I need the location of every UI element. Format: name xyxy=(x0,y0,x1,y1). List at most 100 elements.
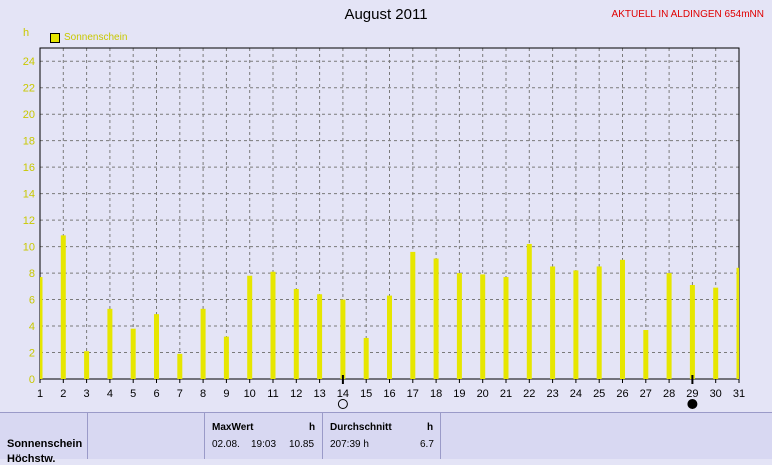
x-tick-label: 17 xyxy=(407,388,419,400)
y-tick-label: 8 xyxy=(29,268,35,280)
x-tick-label: 11 xyxy=(267,388,278,400)
x-tick-label: 16 xyxy=(383,388,395,400)
bar xyxy=(643,330,649,379)
stats-max-cell: MaxWert h 02.08. 19:03 10.85 xyxy=(205,413,323,459)
x-tick-label: 30 xyxy=(710,388,722,400)
bar xyxy=(526,243,532,379)
x-tick-label: 7 xyxy=(177,388,183,400)
x-tick-label: 18 xyxy=(430,388,442,400)
avg-value: 6.7 xyxy=(420,439,434,450)
new-moon-icon xyxy=(687,399,698,409)
bar xyxy=(620,259,625,379)
station-label: AKTUELL IN ALDINGEN 654mNN xyxy=(611,9,764,20)
x-tick-label: 19 xyxy=(453,388,465,400)
x-tick-label: 1 xyxy=(37,388,43,400)
x-tick-label: 10 xyxy=(244,388,256,400)
bar xyxy=(736,267,739,379)
bar xyxy=(270,271,276,379)
x-tick-label: 26 xyxy=(616,388,628,400)
max-date: 02.08. xyxy=(212,439,240,450)
x-tick-label: 23 xyxy=(546,388,558,400)
bar xyxy=(596,266,602,379)
avg-unit: h xyxy=(427,422,434,433)
x-tick-label: 9 xyxy=(223,388,229,400)
x-tick-label: 14 xyxy=(337,388,349,400)
y-tick-label: 14 xyxy=(23,189,35,201)
x-tick-label: 2 xyxy=(60,388,66,400)
bar xyxy=(107,308,113,379)
x-tick-label: 8 xyxy=(200,388,206,400)
x-tick-label: 15 xyxy=(360,388,372,400)
x-tick-label: 24 xyxy=(570,388,582,400)
bar xyxy=(410,251,416,379)
bar xyxy=(456,273,462,379)
x-tick-label: 20 xyxy=(477,388,489,400)
bar xyxy=(200,308,206,379)
stats-empty-cell xyxy=(88,413,205,459)
bar xyxy=(130,328,136,379)
row-label-2: Höchstw. xyxy=(7,453,56,465)
legend-swatch xyxy=(50,32,60,43)
bar xyxy=(317,294,323,379)
bar xyxy=(223,336,229,379)
x-tick-label: 4 xyxy=(107,388,113,400)
avg-total: 207:39 h xyxy=(330,439,369,450)
stats-label-cell: Sonnenschein Höchstw. xyxy=(0,413,88,465)
bar xyxy=(340,299,346,379)
bar xyxy=(84,351,90,379)
max-time: 19:03 xyxy=(251,439,277,450)
full-moon-icon xyxy=(337,399,348,409)
max-header: MaxWert xyxy=(212,422,254,433)
x-tick-label: 29 xyxy=(686,388,698,400)
y-tick-label: 12 xyxy=(23,215,35,227)
max-value: 10.85 xyxy=(289,439,315,450)
x-tick-label: 6 xyxy=(153,388,159,400)
bar xyxy=(480,274,486,379)
bar xyxy=(387,295,392,379)
row-label: Sonnenschein xyxy=(7,438,83,450)
x-tick-label: 21 xyxy=(500,388,512,400)
bar xyxy=(40,277,43,379)
x-tick-label: 25 xyxy=(593,388,605,400)
x-tick-label: 27 xyxy=(640,388,652,400)
y-tick-label: 0 xyxy=(29,374,35,386)
y-tick-label: 18 xyxy=(23,136,35,148)
legend: Sonnenschein xyxy=(50,32,127,43)
stats-footer: Sonnenschein Höchstw. MaxWert h 02.08. 1… xyxy=(0,412,772,465)
bar xyxy=(177,353,183,379)
y-tick-label: 24 xyxy=(23,56,35,68)
chart-title: August 2011 xyxy=(344,6,428,23)
y-tick-label: 16 xyxy=(23,162,35,174)
y-tick-label: 10 xyxy=(23,242,35,254)
bar xyxy=(573,270,579,379)
x-tick-label: 28 xyxy=(663,388,675,400)
y-tick-label: 4 xyxy=(29,321,35,333)
y-tick-label: 2 xyxy=(29,348,35,360)
avg-header: Durchschnitt xyxy=(330,422,392,433)
x-tick-label: 5 xyxy=(130,388,136,400)
bar xyxy=(713,287,719,379)
bar xyxy=(60,235,66,379)
x-tick-label: 12 xyxy=(290,388,302,400)
bar xyxy=(689,284,695,379)
bar xyxy=(550,266,556,379)
y-axis-unit: h xyxy=(23,27,30,39)
bar xyxy=(293,288,299,379)
x-tick-label: 31 xyxy=(733,388,745,400)
y-tick-label: 20 xyxy=(23,109,35,121)
bar xyxy=(503,277,509,379)
y-tick-label: 22 xyxy=(23,83,35,95)
bar xyxy=(363,337,369,379)
stats-avg-cell: Durchschnitt h 207:39 h 6.7 xyxy=(323,413,441,459)
x-tick-label: 22 xyxy=(523,388,535,400)
bar xyxy=(247,275,253,379)
bar xyxy=(666,273,672,379)
legend-label: Sonnenschein xyxy=(64,32,128,43)
x-tick-label: 3 xyxy=(84,388,90,400)
x-tick-label: 13 xyxy=(313,388,325,400)
bar xyxy=(433,258,439,379)
y-tick-label: 6 xyxy=(29,295,35,307)
bar xyxy=(154,314,159,379)
max-unit: h xyxy=(309,422,316,433)
